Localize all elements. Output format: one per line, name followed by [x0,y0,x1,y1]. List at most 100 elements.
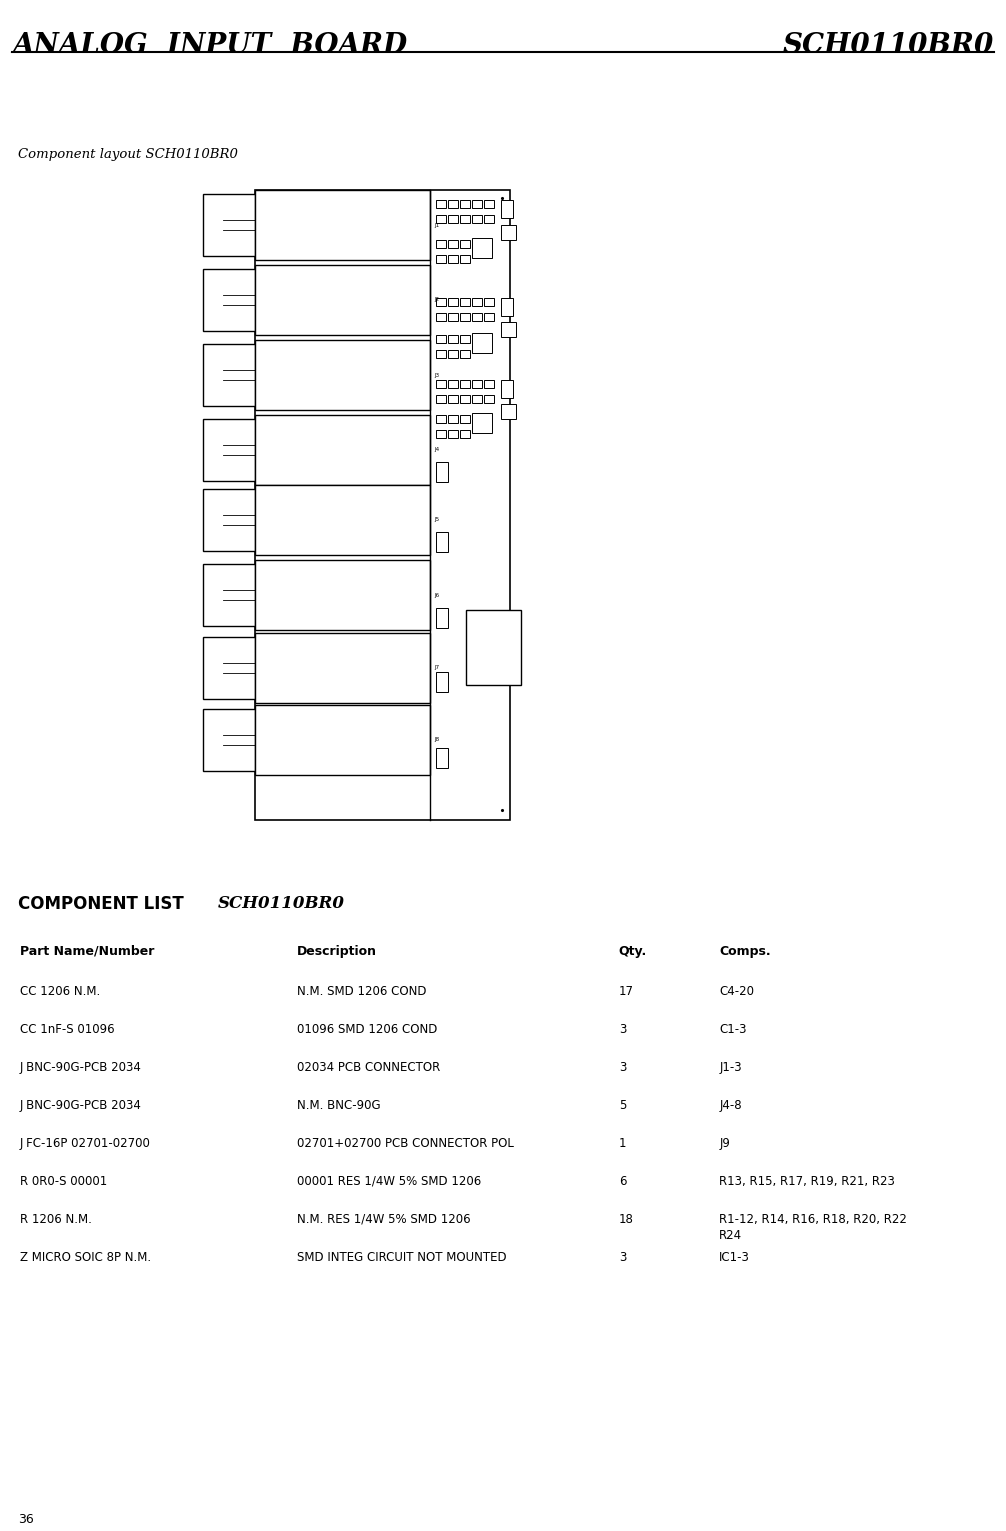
Text: J1: J1 [434,222,440,228]
Bar [448,415,458,423]
Bar [448,430,458,438]
Bar [436,256,446,263]
Bar [436,201,446,208]
Text: J BNC-90G-PCB 2034: J BNC-90G-PCB 2034 [20,1099,142,1112]
Bar [207,367,223,383]
Bar [472,395,482,403]
Text: 1: 1 [619,1138,626,1150]
Bar [472,237,492,259]
Bar [448,380,458,387]
Text: N.M. SMD 1206 COND: N.M. SMD 1206 COND [297,984,427,998]
Bar [203,637,255,700]
Text: J9: J9 [719,1138,730,1150]
Bar [484,299,494,306]
Bar [203,563,255,626]
Text: SMD INTEG CIRCUIT NOT MOUNTED: SMD INTEG CIRCUIT NOT MOUNTED [297,1251,506,1265]
Text: N.M. RES 1/4W 5% SMD 1206: N.M. RES 1/4W 5% SMD 1206 [297,1213,471,1226]
Bar [255,704,430,775]
Bar [460,214,470,224]
Text: J5: J5 [434,517,440,522]
Bar [501,380,513,398]
Bar [448,201,458,208]
Text: J8: J8 [434,738,440,743]
Text: 00001 RES 1/4W 5% SMD 1206: 00001 RES 1/4W 5% SMD 1206 [297,1174,481,1188]
Bar [203,419,255,481]
Bar [255,265,430,335]
Bar [448,335,458,343]
Bar [460,380,470,387]
Bar [207,292,223,308]
Bar [255,415,430,485]
Bar [472,413,492,433]
Bar [436,351,446,358]
Bar [448,299,458,306]
Text: J7: J7 [434,666,440,671]
Bar [460,415,470,423]
Text: J1-3: J1-3 [719,1061,741,1075]
Bar [436,240,446,248]
Bar [460,201,470,208]
Bar [460,299,470,306]
Bar [460,395,470,403]
Text: R13, R15, R17, R19, R21, R23: R13, R15, R17, R19, R21, R23 [719,1174,895,1188]
Bar [501,225,516,240]
Bar [460,430,470,438]
Bar [203,269,255,331]
Bar [207,442,223,456]
Bar [448,351,458,358]
Text: 17: 17 [619,984,634,998]
Bar [484,380,494,387]
Bar [255,340,430,410]
Bar [472,312,482,322]
Bar [436,395,446,403]
Bar [207,217,223,233]
Bar [207,588,223,602]
Text: J6: J6 [434,592,440,597]
Bar [255,190,510,821]
Bar [203,709,255,772]
Bar [255,632,430,703]
Text: 3: 3 [619,1251,626,1265]
Text: C1-3: C1-3 [719,1023,746,1036]
Bar [472,334,492,354]
Bar [472,299,482,306]
Text: 02034 PCB CONNECTOR: 02034 PCB CONNECTOR [297,1061,440,1075]
Text: R1-12, R14, R16, R18, R20, R22: R1-12, R14, R16, R18, R20, R22 [719,1213,907,1226]
Text: J4: J4 [434,447,440,453]
Bar [484,214,494,224]
Bar [472,201,482,208]
Bar [255,485,430,556]
Text: J2: J2 [434,297,440,303]
Bar [207,661,223,675]
Bar [501,322,516,337]
Text: J3: J3 [434,372,440,378]
Text: Description: Description [297,945,377,958]
Bar [436,462,448,482]
Text: CC 1nF-S 01096: CC 1nF-S 01096 [20,1023,115,1036]
Bar [255,190,430,260]
Text: C4-20: C4-20 [719,984,754,998]
Bar [472,214,482,224]
Bar [203,488,255,551]
Bar [436,749,448,769]
Bar [436,672,448,692]
Bar [203,194,255,256]
Bar [466,609,521,684]
Text: SCH0110BR0: SCH0110BR0 [218,896,345,912]
Bar [501,201,513,217]
Text: 36: 36 [18,1513,34,1526]
Bar [472,380,482,387]
Bar [436,380,446,387]
Text: 18: 18 [619,1213,634,1226]
Text: COMPONENT LIST: COMPONENT LIST [18,896,189,912]
Text: R 1206 N.M.: R 1206 N.M. [20,1213,92,1226]
Bar [203,344,255,406]
Bar [501,404,516,419]
Bar [207,513,223,527]
Bar [484,201,494,208]
Bar [436,608,448,628]
Text: J FC-16P 02701-02700: J FC-16P 02701-02700 [20,1138,151,1150]
Bar [207,733,223,747]
Bar [436,430,446,438]
Text: 6: 6 [619,1174,626,1188]
